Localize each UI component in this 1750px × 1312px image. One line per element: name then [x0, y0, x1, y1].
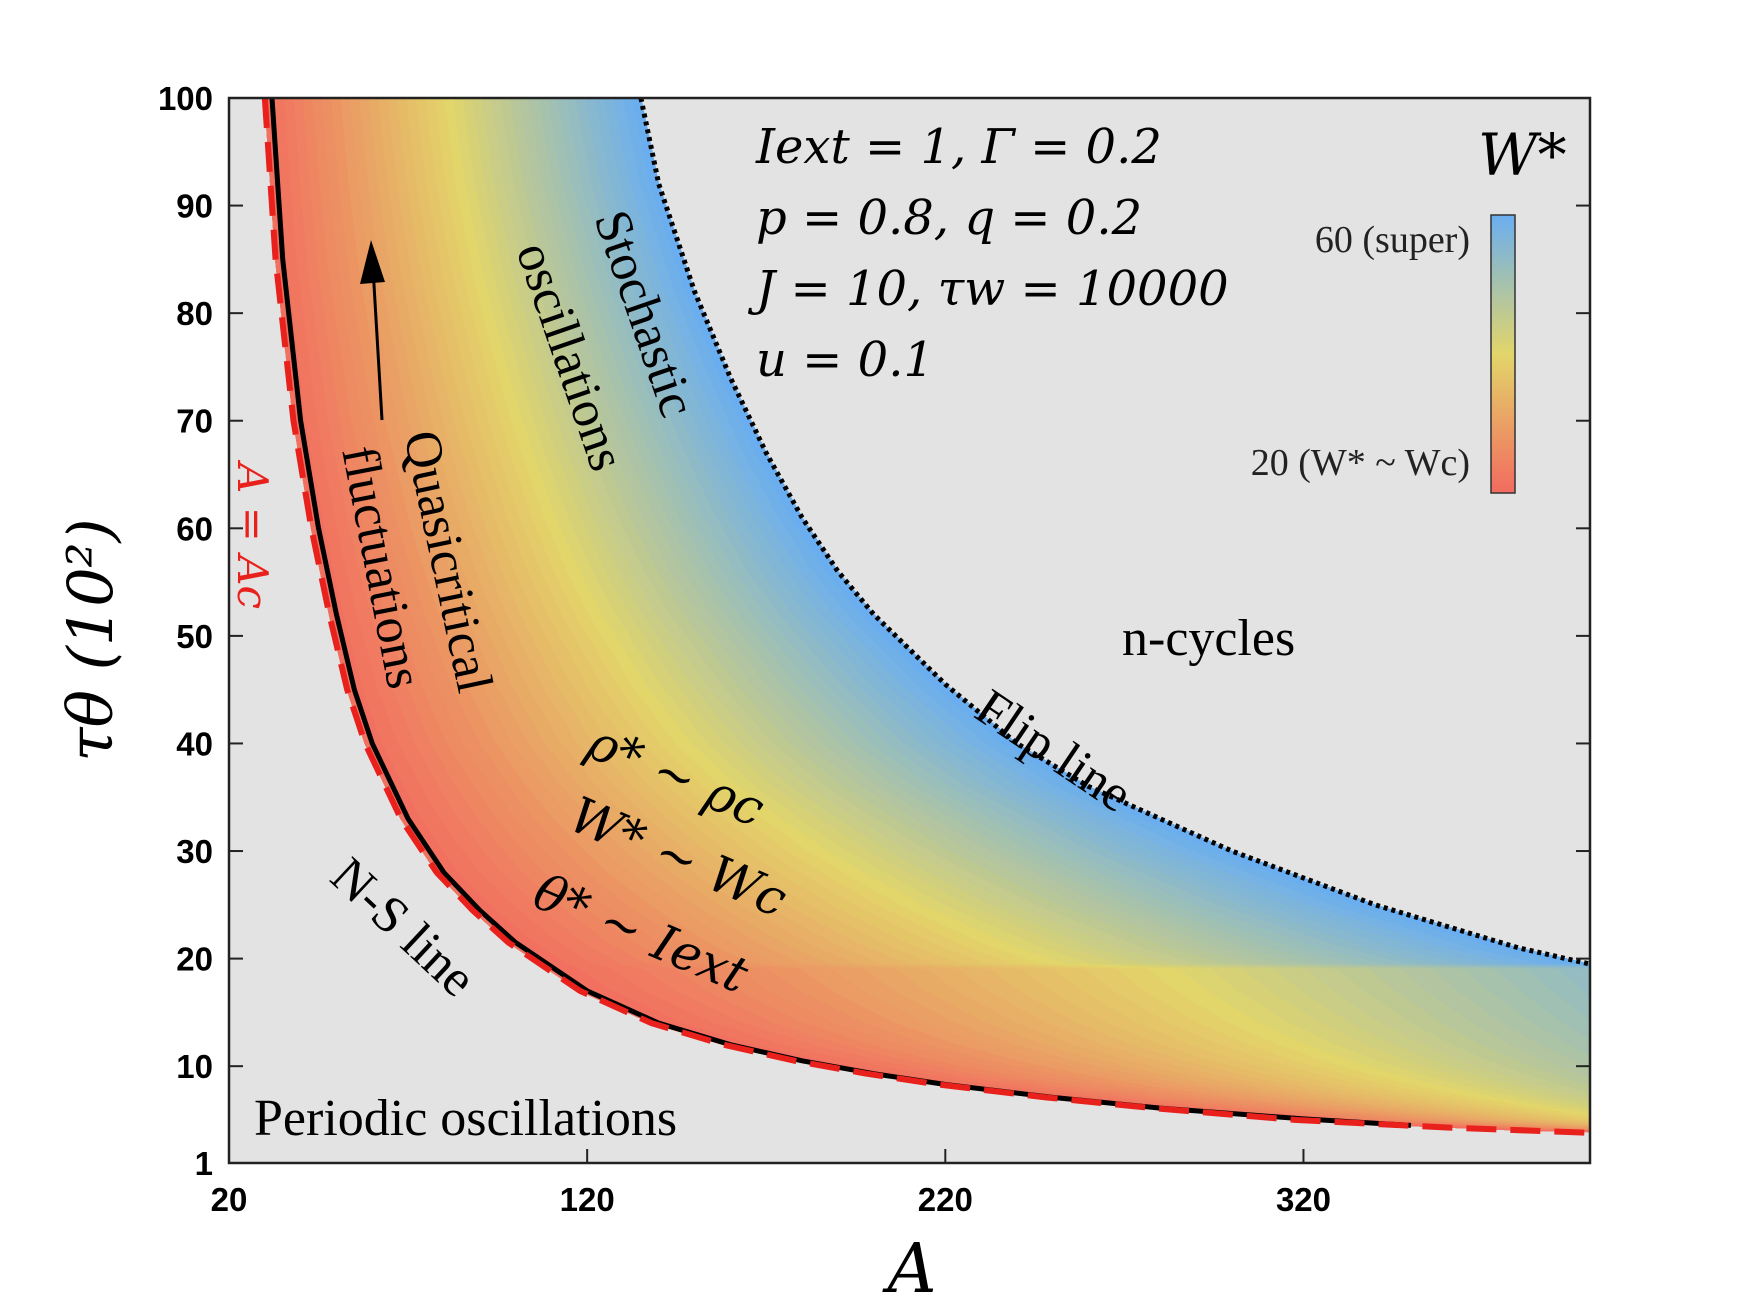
- param-line-4: u = 0.1: [756, 332, 934, 388]
- y-tick-label: 100: [158, 80, 213, 117]
- x-axis-label: A: [881, 1230, 936, 1309]
- y-tick-label: 90: [176, 188, 213, 225]
- y-tick-label: 40: [176, 725, 213, 762]
- param-line-1: Iext = 1, Γ = 0.2: [755, 119, 1162, 175]
- x-tick-label: 220: [918, 1181, 973, 1218]
- y-tick-label: 60: [176, 510, 213, 547]
- gradient-band: [261, 98, 1590, 1133]
- colorbar-top-label: 60 (super): [1315, 219, 1470, 261]
- y-tick-label: 80: [176, 295, 213, 332]
- parameter-block: Iext = 1, Γ = 0.2 p = 0.8, q = 0.2 J = 1…: [747, 119, 1229, 388]
- y-axis-label: τθ (10²): [54, 518, 127, 761]
- param-line-2: p = 0.8, q = 0.2: [756, 190, 1142, 246]
- y-tick-label: 20: [176, 941, 213, 978]
- y-tick-label: 10: [176, 1048, 213, 1085]
- flip-line: [638, 98, 1590, 967]
- ns-line: [269, 98, 1412, 1128]
- ac-critical-line: [261, 98, 1590, 1136]
- region-label-periodic: Periodic oscillations: [254, 1090, 677, 1147]
- colorbar-gradient: [1490, 214, 1516, 494]
- region-label-ncycles: n-cycles: [1122, 610, 1295, 667]
- ac-line-label: A = Ac: [228, 459, 277, 609]
- axes-frame: [227, 96, 1592, 1165]
- x-tick-label: 120: [560, 1181, 615, 1218]
- y-tick-label: 1: [195, 1145, 213, 1182]
- y-tick-label: 30: [176, 833, 213, 870]
- direction-arrow: [360, 240, 385, 421]
- colorbar-bottom-label: 20 (W* ~ Wc): [1251, 442, 1470, 484]
- x-tick-label: 20: [211, 1181, 248, 1218]
- y-tick-label: 50: [176, 618, 213, 655]
- y-tick-label: 70: [176, 403, 213, 440]
- w-star-region: [261, 98, 1590, 1133]
- colorbar-title: W*: [1478, 121, 1567, 189]
- x-tick-label: 320: [1276, 1181, 1331, 1218]
- colorbar: W* 60 (super) 20 (W* ~ Wc): [1251, 121, 1567, 494]
- param-line-3: J = 10, τw = 10000: [747, 261, 1229, 317]
